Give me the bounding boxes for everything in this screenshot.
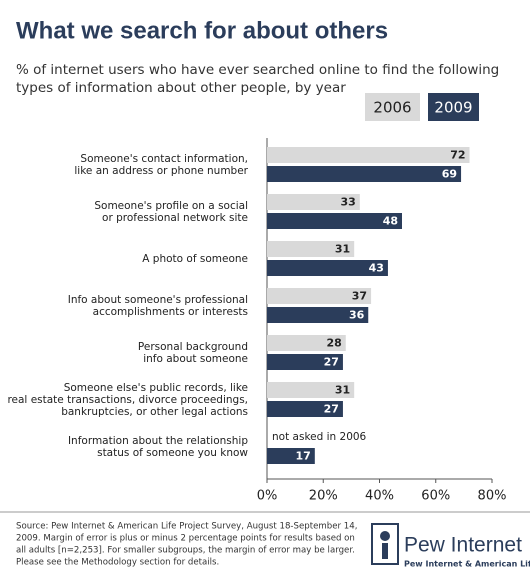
source-note: Source: Pew Internet & American Life Pro… bbox=[16, 522, 357, 532]
category-label: real estate transactions, divorce procee… bbox=[7, 394, 248, 406]
category-label: Information about the relationship bbox=[68, 435, 248, 447]
value-label: 31 bbox=[335, 384, 350, 397]
bar bbox=[267, 260, 388, 276]
bar bbox=[267, 194, 360, 210]
subtitle: types of information about other people,… bbox=[16, 80, 346, 96]
subtitle: % of internet users who have ever search… bbox=[16, 62, 499, 78]
category-label: Someone else's public records, like bbox=[64, 382, 248, 394]
bar bbox=[267, 382, 355, 398]
value-label: 69 bbox=[442, 168, 457, 181]
legend-swatch bbox=[428, 93, 479, 121]
value-label: 28 bbox=[326, 337, 341, 350]
x-tick-label: 80% bbox=[478, 489, 507, 504]
category-label: status of someone you know bbox=[97, 447, 248, 459]
category-label: like an address or phone number bbox=[74, 165, 248, 177]
bar bbox=[267, 448, 315, 464]
value-label: 43 bbox=[369, 262, 384, 275]
value-label: 33 bbox=[341, 196, 356, 209]
x-tick-label: 20% bbox=[309, 489, 338, 504]
logo-text: Pew Internet bbox=[404, 534, 522, 557]
value-label: 27 bbox=[324, 356, 339, 369]
value-label: 36 bbox=[349, 309, 365, 322]
source-note: all adults [n=2,253]. For smaller subgro… bbox=[16, 546, 355, 556]
category-label: Someone's contact information, bbox=[80, 153, 248, 165]
category-label: or professional network site bbox=[102, 212, 248, 224]
legend-label: 2006 bbox=[373, 99, 411, 117]
bar bbox=[267, 307, 369, 323]
value-label: 31 bbox=[335, 243, 350, 256]
logo-tagline: Pew Internet & American Life Project bbox=[404, 560, 530, 569]
source-note: Please see the Methodology section for d… bbox=[16, 558, 219, 568]
x-tick-label: 0% bbox=[257, 489, 278, 504]
value-label: 27 bbox=[324, 403, 339, 416]
x-tick-label: 40% bbox=[365, 489, 394, 504]
category-label: accomplishments or interests bbox=[93, 306, 248, 318]
chart-title: What we search for about others bbox=[16, 17, 388, 44]
bar bbox=[267, 213, 402, 229]
bar bbox=[267, 401, 343, 417]
legend-label: 2009 bbox=[434, 99, 472, 117]
value-label: 72 bbox=[450, 149, 465, 162]
category-label: Personal background bbox=[138, 341, 248, 353]
bar bbox=[267, 354, 343, 370]
category-label: info about someone bbox=[143, 353, 248, 365]
category-label: Info about someone's professional bbox=[68, 294, 248, 306]
category-label: Someone's profile on a social bbox=[94, 200, 248, 212]
logo-icon bbox=[371, 523, 399, 565]
bar bbox=[267, 335, 346, 351]
x-tick-label: 60% bbox=[421, 489, 450, 504]
value-label: 48 bbox=[383, 215, 398, 228]
value-label: 17 bbox=[296, 450, 311, 463]
bar bbox=[267, 288, 372, 304]
bar bbox=[267, 147, 470, 163]
source-note: 2009. Margin of error is plus or minus 2… bbox=[16, 534, 355, 544]
annotation: not asked in 2006 bbox=[272, 431, 367, 443]
value-label: 37 bbox=[352, 290, 367, 303]
bar bbox=[267, 241, 355, 257]
category-label: A photo of someone bbox=[142, 253, 248, 265]
legend-swatch bbox=[365, 93, 420, 121]
category-label: bankruptcies, or other legal actions bbox=[61, 406, 248, 418]
bar bbox=[267, 166, 462, 182]
